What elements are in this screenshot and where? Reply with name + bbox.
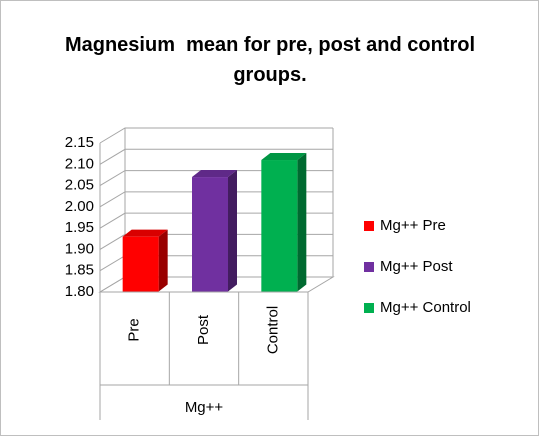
legend-label: Mg++ Post: [380, 258, 453, 275]
bar: [261, 160, 298, 292]
y-tick-label: 2.00: [65, 198, 94, 215]
bar-side: [158, 229, 168, 292]
legend-label: Mg++ Pre: [380, 217, 446, 234]
legend-swatch: [364, 221, 374, 231]
x-tick-label: Control: [264, 306, 281, 354]
y-tick-label: 2.05: [65, 177, 94, 194]
legend-swatch: [364, 303, 374, 313]
bar-side: [297, 153, 307, 292]
y-tick-label: 1.95: [65, 219, 94, 236]
bar: [192, 177, 228, 292]
bar-top: [122, 229, 168, 237]
chart-title: Magnesium mean for pre, post and control…: [64, 34, 481, 86]
y-tick-label: 1.85: [65, 262, 94, 279]
legend-swatch: [364, 262, 374, 272]
y-tick-label: 2.15: [65, 134, 94, 151]
bar-side: [228, 170, 237, 292]
bar-top: [261, 153, 307, 161]
group-label: Mg++: [185, 399, 224, 416]
x-tick-label: Post: [195, 314, 212, 345]
y-tick-label: 1.80: [65, 283, 94, 300]
y-tick-label: 1.90: [65, 240, 94, 257]
bar: [122, 236, 159, 292]
x-tick-label: Pre: [126, 318, 143, 341]
legend-label: Mg++ Control: [380, 299, 471, 316]
grid-line: [99, 148, 333, 165]
y-tick-label: 2.10: [65, 155, 94, 172]
bar-top: [192, 170, 237, 178]
grid-line: [99, 127, 333, 144]
